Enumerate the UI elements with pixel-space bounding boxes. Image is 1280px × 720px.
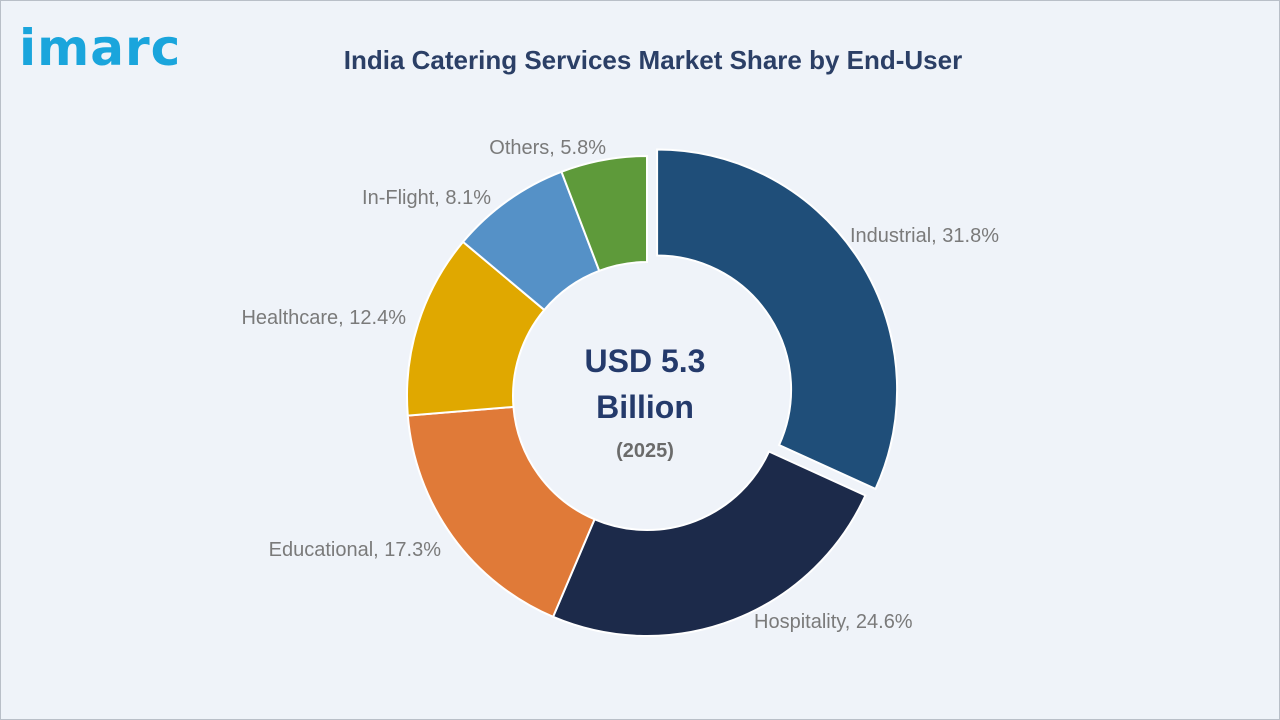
slice-hospitality xyxy=(551,450,867,637)
center-value-line2: Billion xyxy=(596,389,694,425)
slice-industrial xyxy=(656,148,899,491)
chart-title: India Catering Services Market Share by … xyxy=(343,45,963,75)
label-educational: Educational, 17.3% xyxy=(269,539,442,561)
label-healthcare: Healthcare, 12.4% xyxy=(241,307,406,329)
label-industrial: Industrial, 31.8% xyxy=(850,225,999,247)
label-hospitality: Hospitality, 24.6% xyxy=(754,611,913,633)
slice-others xyxy=(560,154,648,273)
center-value-line1: USD 5.3 xyxy=(585,343,706,379)
label-in-flight: In-Flight, 8.1% xyxy=(362,187,491,209)
slice-educational xyxy=(406,405,596,619)
imarc-logo: imarc xyxy=(19,19,182,77)
label-others: Others, 5.8% xyxy=(489,137,606,159)
center-year: (2025) xyxy=(616,440,674,462)
